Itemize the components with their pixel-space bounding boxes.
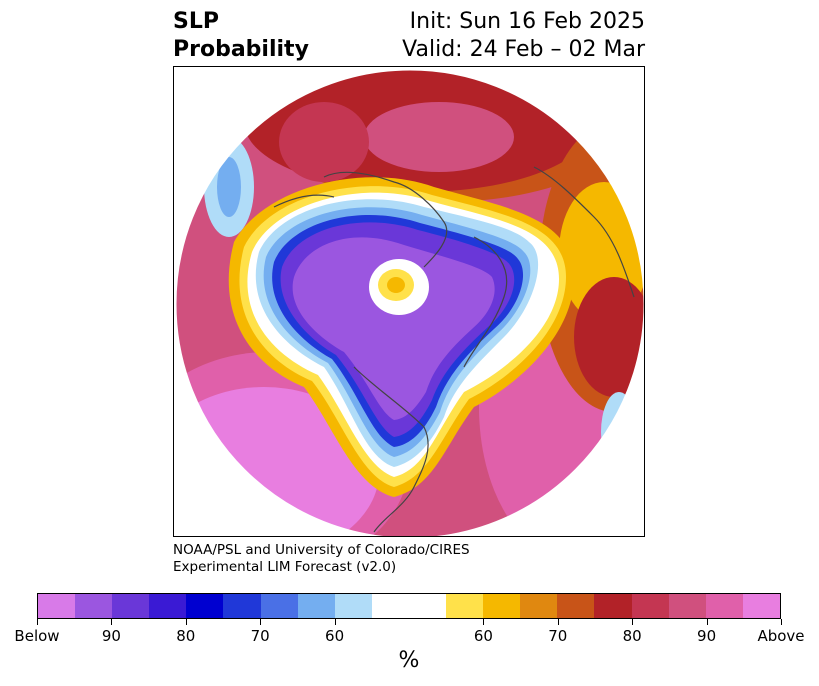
colorbar-tick-label: 60	[473, 627, 493, 645]
colorbar-segment	[557, 594, 595, 618]
coast-asia	[273, 194, 335, 208]
colorbar-tick-label: 80	[176, 627, 196, 645]
colorbar-tick	[185, 619, 187, 625]
colorbar-tick	[632, 619, 634, 625]
map-globe	[176, 70, 644, 536]
colorbar-segment	[705, 594, 743, 618]
colorbar-segment	[334, 594, 372, 618]
colorbar-tick-label: 60	[325, 627, 345, 645]
colorbar-tick-label: Above	[757, 627, 805, 645]
colorbar-segment	[260, 594, 298, 618]
coast-north-america	[353, 366, 429, 533]
colorbar-segment	[446, 594, 484, 618]
credit: NOAA/PSL and University of Colorado/CIRE…	[173, 542, 470, 576]
colorbar-segment	[75, 594, 113, 618]
colorbar-segment	[112, 594, 150, 618]
colorbar-segment	[631, 594, 669, 618]
valid-range: Valid: 24 Feb – 02 Mar	[402, 37, 645, 62]
pacific-blue-core	[217, 157, 241, 217]
title-product: Probability	[173, 37, 309, 62]
colorbar-tick	[260, 619, 262, 625]
below-max-pacific	[292, 237, 495, 420]
globe-edge	[175, 69, 644, 536]
title-variable: SLP	[173, 9, 219, 34]
east-asia-red	[279, 102, 369, 182]
coast-greenland	[463, 236, 508, 368]
title-right: Init: Sun 16 Feb 2025 Valid: 24 Feb – 02…	[402, 8, 645, 64]
colorbar-segment	[149, 594, 187, 618]
siberia-pink	[364, 102, 514, 172]
title-left: SLP Probability	[173, 8, 309, 64]
colorbar-segment	[594, 594, 632, 618]
colorbar-tick	[706, 619, 708, 625]
colorbar-tick	[334, 619, 336, 625]
colorbar-tick-label: 70	[548, 627, 568, 645]
colorbar-segment	[483, 594, 521, 618]
colorbar-tick-label: Below	[14, 627, 60, 645]
colorbar-tick-label: 70	[250, 627, 270, 645]
colorbar-segment	[223, 594, 261, 618]
colorbar-segment	[668, 594, 706, 618]
colorbar-tick	[483, 619, 485, 625]
colorbar-tick	[111, 619, 113, 625]
credit-line-2: Experimental LIM Forecast (v2.0)	[173, 559, 397, 575]
colorbar-tick	[37, 619, 38, 625]
colorbar-tick-label: 90	[101, 627, 121, 645]
coast-europe	[533, 166, 635, 298]
colorbar-tick	[781, 619, 782, 625]
arctic-pocket-gold	[387, 277, 405, 293]
coast-arctic	[323, 171, 448, 268]
credit-line-1: NOAA/PSL and University of Colorado/CIRE…	[173, 542, 470, 558]
colorbar-unit: %	[398, 648, 420, 673]
europe-red	[574, 277, 644, 397]
colorbar-segment	[520, 594, 558, 618]
colorbar-segment	[297, 594, 335, 618]
colorbar-segment	[38, 594, 76, 618]
probability-map	[175, 69, 644, 536]
colorbar-segment	[371, 594, 447, 618]
colorbar-segment	[742, 594, 780, 618]
map-panel	[173, 66, 645, 537]
colorbar-tick-label: 90	[697, 627, 717, 645]
colorbar-tick	[557, 619, 559, 625]
colorbar	[37, 593, 781, 619]
coastlines	[273, 166, 635, 533]
colorbar-tick-label: 80	[622, 627, 642, 645]
init-date: Init: Sun 16 Feb 2025	[409, 9, 645, 34]
colorbar-segment	[186, 594, 224, 618]
